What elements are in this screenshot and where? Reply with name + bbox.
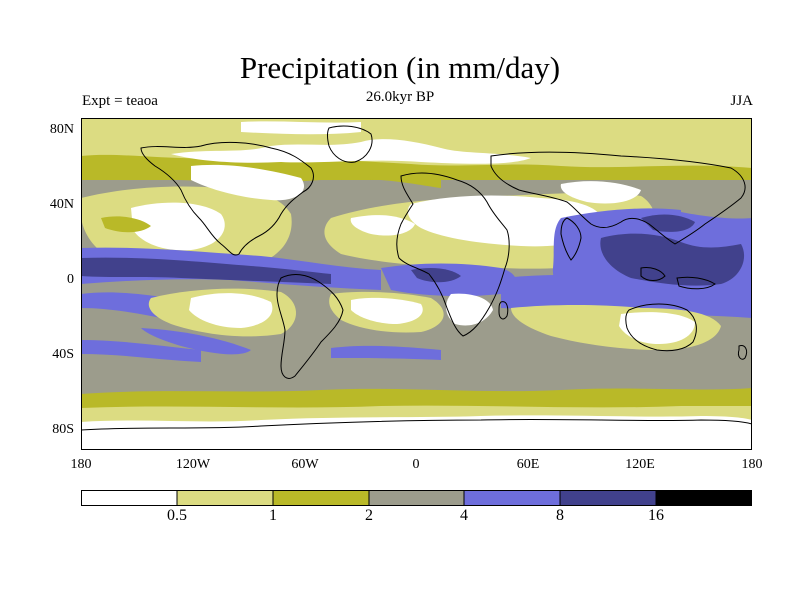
field-white-australia	[619, 312, 695, 344]
field-white-arctic	[171, 139, 531, 164]
coast-greenland	[327, 125, 373, 163]
coast-australia	[625, 303, 697, 352]
colorbar-bin-5	[464, 490, 560, 506]
lat-tick-0: 0	[67, 272, 74, 287]
lon-tick-120e: 120E	[625, 457, 655, 472]
map-frame	[81, 118, 752, 450]
coast-india	[560, 217, 582, 261]
field-blue-south-atlantic-storm	[331, 345, 441, 360]
coast-new-guinea	[676, 276, 716, 290]
field-white-north-america	[191, 164, 305, 201]
colorbar-label-8: 8	[556, 507, 564, 524]
lat-tick-80n: 80N	[49, 122, 74, 137]
field-blue-south-pacific-2	[141, 328, 251, 355]
coast-north-america	[140, 141, 314, 256]
coast-africa-europe	[396, 172, 510, 337]
coast-asia	[490, 151, 746, 245]
field-navy-itcz-pacific	[81, 257, 331, 284]
lon-tick-60w: 60W	[291, 457, 319, 472]
coastlines	[81, 125, 752, 431]
field-white-arctic-north	[241, 121, 361, 135]
lon-tick-180e: 180	[741, 457, 763, 472]
colorbar-frame	[81, 490, 752, 506]
colorbar-bin-7	[656, 490, 752, 506]
field-white-se-pacific	[189, 293, 273, 328]
coast-south-america	[276, 274, 344, 379]
colorbar	[81, 490, 752, 506]
colorbar-bin-3	[273, 490, 369, 506]
lon-tick-60e: 60E	[516, 457, 540, 472]
field-white-north-pacific	[131, 202, 225, 251]
field-white-sahara	[407, 195, 603, 247]
colorbar-label-1: 1	[269, 507, 277, 524]
lon-tick-180w: 180	[70, 457, 92, 472]
field-white-southern-africa	[446, 293, 493, 326]
coast-borneo	[640, 267, 666, 281]
precipitation-map	[81, 118, 752, 450]
lon-tick-0: 0	[412, 457, 420, 472]
field-blue-southern-ocean	[81, 340, 201, 362]
colorbar-bin-2	[177, 490, 273, 506]
season-label: JJA	[730, 93, 753, 109]
colorbar-bin-6	[560, 490, 656, 506]
field-white-central-asia	[560, 181, 641, 204]
colorbar-bin-4	[369, 490, 464, 506]
experiment-label: Expt = teaoa	[82, 93, 158, 109]
colorbar-label-4: 4	[460, 507, 468, 524]
field-grey-nw-pacific	[681, 199, 752, 219]
field-white-antarctica	[81, 415, 752, 450]
coast-antarctica	[81, 418, 752, 431]
lat-tick-40n: 40N	[49, 197, 74, 212]
coast-madagascar	[498, 301, 509, 320]
field-white-south-atlantic	[351, 297, 423, 324]
colorbar-bin-1	[81, 490, 177, 506]
map-title: Precipitation (in mm/day)	[239, 50, 561, 85]
field-blue-equator-east	[501, 275, 621, 309]
colorbar-label-2: 2	[365, 507, 373, 524]
field-olive-pacific-inner	[101, 216, 151, 233]
lat-tick-40s: 40S	[52, 347, 74, 362]
lat-tick-80s: 80S	[52, 422, 74, 437]
colorbar-label-16: 16	[648, 507, 664, 524]
coast-new-zealand	[738, 345, 748, 360]
map-subtitle: 26.0kyr BP	[365, 89, 435, 105]
field-navy-south-china	[641, 214, 695, 232]
field-navy-indo-pacific	[600, 233, 745, 286]
lon-tick-120w: 120W	[175, 457, 211, 472]
colorbar-label-0-5: 0.5	[167, 507, 187, 524]
